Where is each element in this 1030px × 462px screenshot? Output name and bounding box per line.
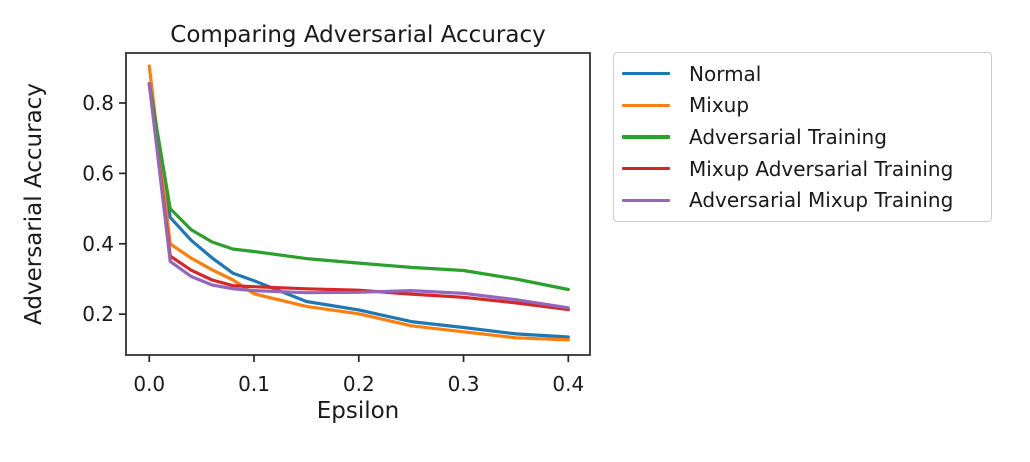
series-lines [147,64,570,342]
x-tick-label: 0.1 [238,372,270,396]
legend-swatch-adversarial-training [622,135,670,139]
chart-title: Comparing Adversarial Accuracy [170,22,545,48]
legend-label-mixup-adversarial-training: Mixup Adversarial Training [689,156,954,181]
legend-swatch-adversarial-mixup-training [622,198,670,202]
y-tick-label: 0.8 [82,91,114,115]
legend-swatch-normal [622,72,670,76]
legend-item-adversarial-mixup-training: Adversarial Mixup Training [622,184,987,216]
x-tick-label: 0.4 [552,372,584,396]
legend-label-mixup: Mixup [689,93,750,118]
x-tick-label: 0.2 [343,372,375,396]
legend-item-mixup: Mixup [622,90,987,122]
legend-item-normal: Normal [622,58,987,90]
series-line-adversarial-training [147,81,570,292]
y-axis-label: Adversarial Accuracy [21,83,47,325]
legend-swatch-mixup-adversarial-training [622,166,670,171]
legend-label-normal: Normal [689,61,762,86]
series-line-mixup-adversarial-training [147,81,570,312]
x-axis-label: Epsilon [317,398,400,424]
legend-item-mixup-adversarial-training: Mixup Adversarial Training [622,153,987,185]
y-tick-label: 0.2 [82,302,114,326]
legend-label-adversarial-mixup-training: Adversarial Mixup Training [689,188,954,213]
legend: Normal Mixup Adversarial Training Mixup … [613,52,992,222]
y-tick-label: 0.6 [82,161,114,185]
x-tick-label: 0.3 [448,372,480,396]
y-tick-label: 0.4 [82,232,114,256]
legend-swatch-mixup [622,103,670,107]
legend-label-adversarial-training: Adversarial Training [689,124,887,149]
series-line-mixup [147,64,570,342]
axes: 0.0 0.1 0.2 0.3 0.4 0.2 0.4 0.6 0.8 [82,52,591,396]
x-tick-label: 0.0 [133,372,165,396]
series-line-adversarial-mixup-training [147,81,570,310]
legend-item-adversarial-training: Adversarial Training [622,121,987,153]
